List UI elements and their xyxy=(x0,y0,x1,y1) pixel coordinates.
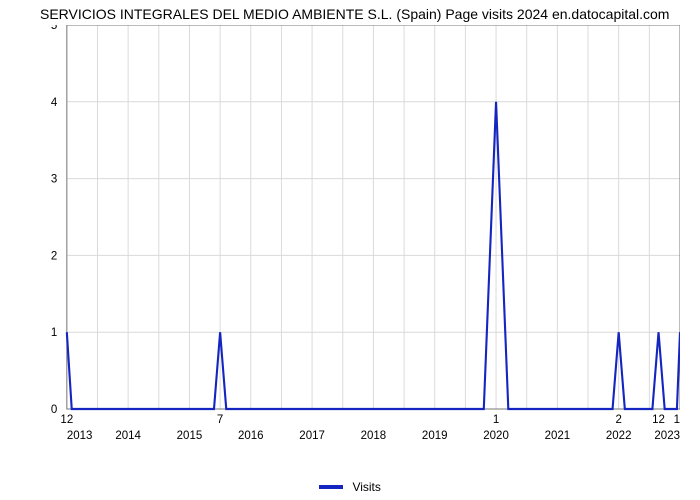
x-year-label: 2016 xyxy=(238,429,264,442)
x-year-label: 2023 xyxy=(654,429,680,442)
x-year-label: 2021 xyxy=(545,429,571,442)
x-year-label: 2019 xyxy=(422,429,448,442)
x-year-label: 2015 xyxy=(177,429,203,442)
legend-label: Visits xyxy=(352,480,380,494)
chart-legend: Visits xyxy=(0,479,700,494)
y-tick-label: 5 xyxy=(51,25,58,32)
x-year-label: 2020 xyxy=(483,429,509,442)
y-tick-label: 1 xyxy=(51,326,57,339)
x-year-label: 2017 xyxy=(299,429,325,442)
x-year-label: 2022 xyxy=(606,429,632,442)
x-year-label: 2018 xyxy=(361,429,387,442)
y-tick-label: 3 xyxy=(51,172,58,185)
legend-swatch xyxy=(319,485,343,489)
chart-container: SERVICIOS INTEGRALES DEL MEDIO AMBIENTE … xyxy=(0,0,700,500)
y-tick-label: 0 xyxy=(51,403,58,416)
x-point-label: 12 xyxy=(652,413,665,426)
chart-plot: 0123451271212102013201420152016201720182… xyxy=(40,25,680,445)
x-point-label: 1 xyxy=(493,413,499,426)
x-point-label: 7 xyxy=(217,413,223,426)
x-year-label: 2013 xyxy=(67,429,93,442)
x-point-label: 2 xyxy=(615,413,621,426)
x-year-label: 2014 xyxy=(115,429,141,442)
y-tick-label: 2 xyxy=(51,249,57,262)
x-point-label: 10 xyxy=(674,413,680,426)
y-tick-label: 4 xyxy=(51,96,58,109)
x-point-label: 12 xyxy=(60,413,73,426)
chart-title: SERVICIOS INTEGRALES DEL MEDIO AMBIENTE … xyxy=(40,6,690,22)
